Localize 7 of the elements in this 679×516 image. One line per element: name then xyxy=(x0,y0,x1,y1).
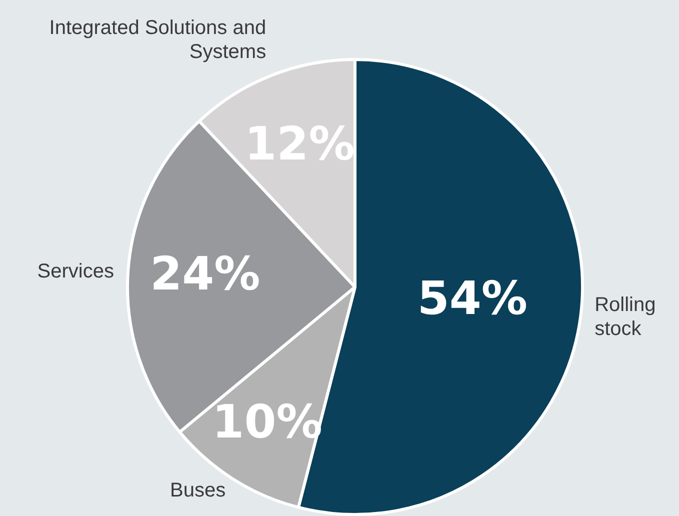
slice-label: Integrated Solutions and Systems xyxy=(49,16,266,63)
slice-label: Rolling stock xyxy=(594,294,656,340)
data-label: 24% xyxy=(150,246,260,301)
data-label: 10% xyxy=(212,394,322,448)
data-label: 54% xyxy=(417,270,528,325)
slice-label: Buses xyxy=(170,479,226,502)
slice-label: Services xyxy=(37,260,114,282)
